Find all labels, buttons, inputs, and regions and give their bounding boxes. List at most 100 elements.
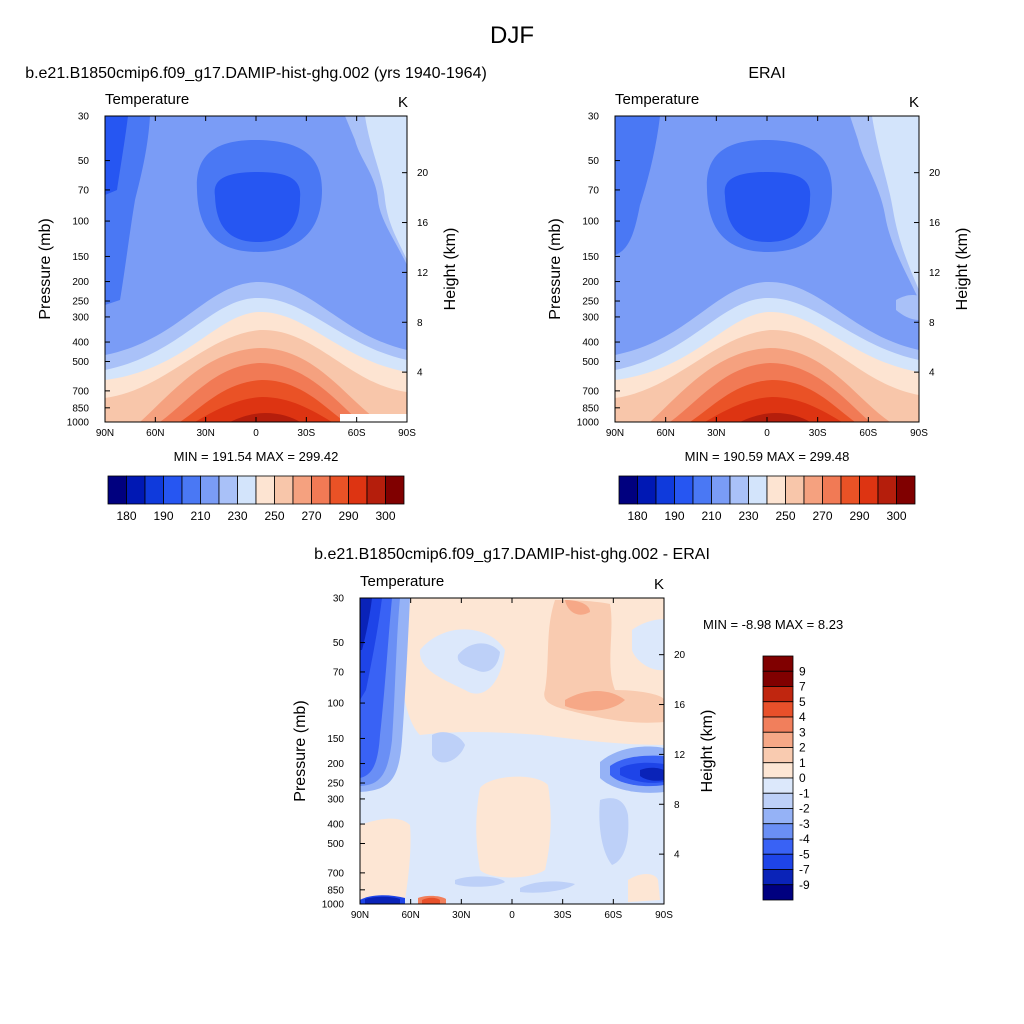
- panel-model-right-label: K: [398, 94, 408, 111]
- colorbar-swatch: [144, 475, 164, 505]
- panel-model-title: b.e21.B1850cmip6.f09_g17.DAMIP-hist-ghg.…: [25, 65, 487, 82]
- y-tick-label: 400: [582, 338, 599, 349]
- colorbar-swatch: [674, 475, 694, 505]
- panel-erai: ERAI Temperature K 90N 60N 30N 0 30S 60S 90S 30…: [547, 65, 971, 523]
- colorbar-label: -5: [799, 847, 810, 861]
- y-tick-label: 500: [582, 357, 599, 368]
- colorbar-swatch: [896, 475, 916, 505]
- panel-model-colorbar: 180 190 210 230 250 270 290 300: [107, 475, 405, 523]
- panel-erai-left-label: Temperature: [615, 91, 699, 108]
- colorbar-swatch: [762, 853, 794, 870]
- colorbar-label: -9: [799, 878, 810, 892]
- colorbar-swatch: [762, 701, 794, 718]
- panel-model-stats: MIN = 191.54 MAX = 299.42: [174, 449, 339, 464]
- colorbar-swatch: [200, 475, 220, 505]
- colorbar-label: 230: [227, 509, 247, 523]
- colorbar-swatch: [655, 475, 675, 505]
- colorbar-swatch: [859, 475, 879, 505]
- y-tick-label: 250: [72, 297, 89, 308]
- colorbar-swatch: [762, 731, 794, 748]
- y-tick-label: 400: [72, 338, 89, 349]
- x-tick-label: 90N: [606, 428, 624, 439]
- colorbar-swatch: [762, 777, 794, 794]
- colorbar-label: 5: [799, 695, 806, 709]
- y-tick-label: 300: [72, 312, 89, 323]
- colorbar-swatch: [762, 686, 794, 703]
- y-tick-label: 850: [327, 885, 344, 896]
- colorbar-label: 180: [116, 509, 136, 523]
- y-right-tick-label: 12: [417, 268, 429, 279]
- y-right-tick-label: 20: [674, 650, 686, 661]
- x-tick-label: 60N: [401, 910, 419, 921]
- y-right-tick-label: 16: [674, 700, 686, 711]
- panel-diff-axes: 90N 60N 30N 0 30S 60S 90S 30 50 70 100 150 200 250 300…: [292, 594, 716, 922]
- colorbar-label: 270: [301, 509, 321, 523]
- colorbar-label: 290: [338, 509, 358, 523]
- panel-erai-contour-field: [615, 116, 919, 422]
- y-right-tick-label: 8: [674, 800, 680, 811]
- colorbar-swatch: [877, 475, 897, 505]
- y-right-tick-label: 4: [674, 850, 680, 861]
- y-right-tick-label: 4: [929, 368, 935, 379]
- x-tick-label: 90S: [655, 910, 673, 921]
- y-right-tick-label: 12: [929, 268, 941, 279]
- y-axis-label: Pressure (mb): [292, 700, 309, 801]
- x-tick-label: 60N: [656, 428, 674, 439]
- colorbar-label: 250: [264, 509, 284, 523]
- colorbar-label: 4: [799, 710, 806, 724]
- y-tick-label: 1000: [322, 900, 345, 911]
- y-tick-label: 70: [333, 667, 345, 678]
- x-tick-label: 30N: [707, 428, 725, 439]
- colorbar-swatch: [762, 869, 794, 886]
- colorbar-swatch: [163, 475, 183, 505]
- colorbar-swatch: [762, 747, 794, 764]
- figure-title: DJF: [490, 22, 534, 49]
- panel-diff-right-label: K: [654, 576, 664, 593]
- y-right-tick-label: 20: [929, 168, 941, 179]
- colorbar-swatch: [274, 475, 294, 505]
- panel-model-left-label: Temperature: [105, 91, 189, 108]
- y-tick-label: 30: [78, 112, 90, 123]
- x-tick-label: 0: [253, 428, 259, 439]
- panel-erai-title: ERAI: [748, 65, 785, 82]
- colorbar-swatch: [766, 475, 786, 505]
- y-tick-label: 500: [72, 357, 89, 368]
- x-tick-label: 30N: [196, 428, 214, 439]
- x-tick-label: 0: [509, 910, 515, 921]
- y-tick-label: 700: [327, 868, 344, 879]
- colorbar-label: 190: [153, 509, 173, 523]
- x-tick-label: 60S: [348, 428, 366, 439]
- colorbar-swatch: [762, 762, 794, 779]
- colorbar-label: 270: [812, 509, 832, 523]
- colorbar-label: -1: [799, 786, 810, 800]
- y-tick-label: 200: [327, 759, 344, 770]
- colorbar-label: -7: [799, 863, 810, 877]
- colorbar-label: 3: [799, 725, 806, 739]
- x-tick-label: 60S: [859, 428, 877, 439]
- panel-diff: b.e21.B1850cmip6.f09_g17.DAMIP-hist-ghg.…: [292, 546, 843, 921]
- y-right-tick-label: 16: [929, 218, 941, 229]
- y-tick-label: 300: [582, 312, 599, 323]
- colorbar-swatch: [311, 475, 331, 505]
- y-tick-label: 70: [588, 185, 600, 196]
- y-tick-label: 50: [333, 638, 345, 649]
- y-tick-label: 150: [582, 252, 599, 263]
- panel-erai-stats: MIN = 190.59 MAX = 299.48: [685, 449, 850, 464]
- y-tick-label: 1000: [577, 418, 600, 429]
- colorbar-swatch: [366, 475, 386, 505]
- colorbar-swatch: [762, 670, 794, 687]
- colorbar-label: 0: [799, 771, 806, 785]
- y-tick-label: 70: [78, 185, 90, 196]
- colorbar-swatch: [822, 475, 842, 505]
- colorbar-swatch: [711, 475, 731, 505]
- x-tick-label: 90N: [351, 910, 369, 921]
- colorbar-label: -4: [799, 832, 810, 846]
- colorbar-swatch: [385, 475, 405, 505]
- x-tick-label: 90S: [398, 428, 416, 439]
- y-right-tick-label: 8: [417, 318, 423, 329]
- y-right-tick-label: 8: [929, 318, 935, 329]
- y-axis-label-right: Height (km): [954, 228, 971, 311]
- colorbar-swatch: [618, 475, 638, 505]
